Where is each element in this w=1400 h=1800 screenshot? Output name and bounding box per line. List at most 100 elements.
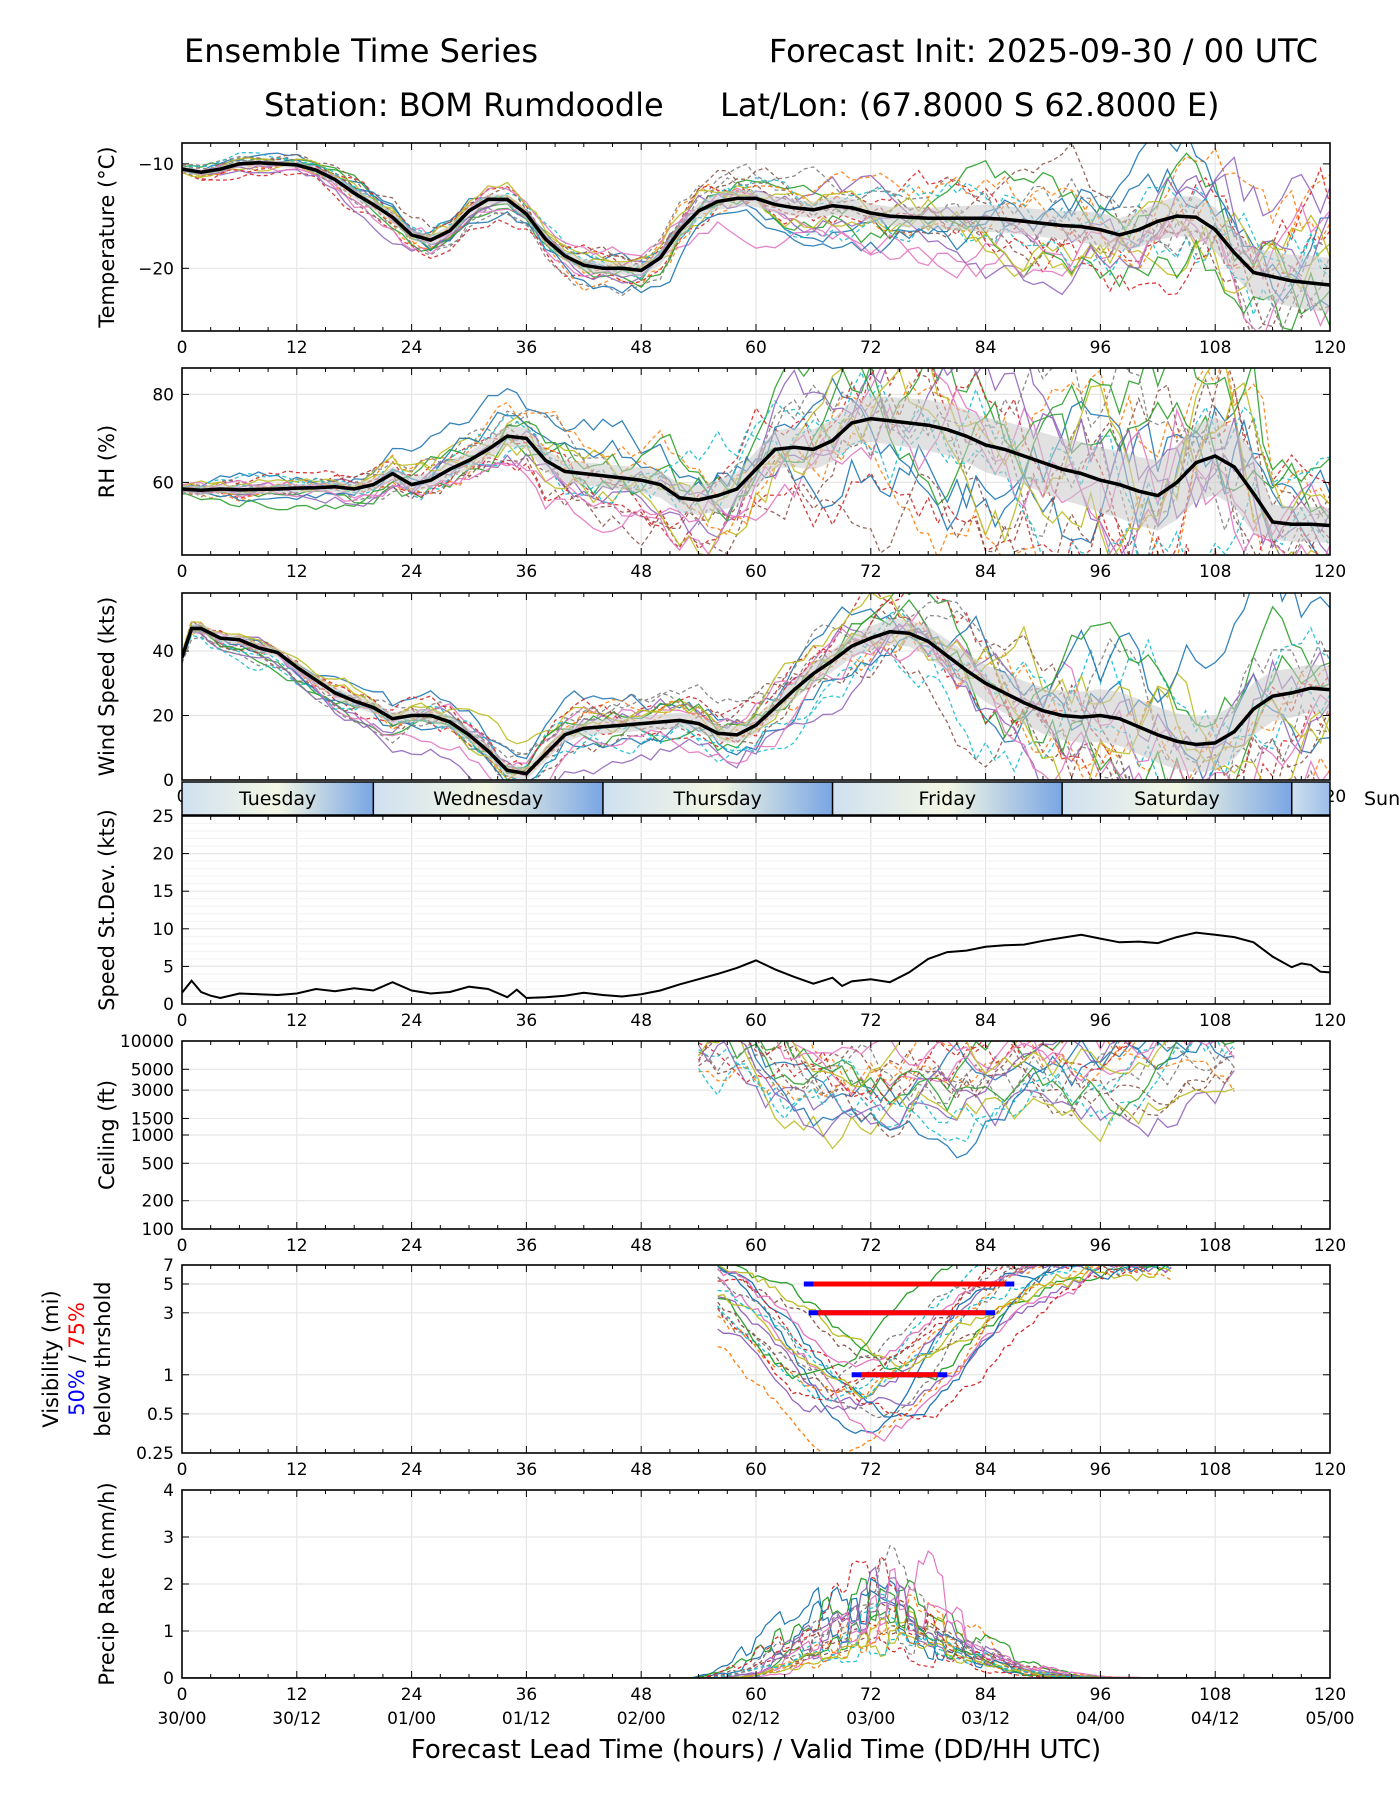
rh-xtick-label: 48 [630, 562, 652, 582]
temperature-member-line [182, 151, 1330, 278]
speed_stdev-xtick-label: 48 [630, 1011, 652, 1031]
wind_speed-spread-band [182, 618, 1330, 780]
latlon-label: Lat/Lon: (67.8000 S 62.8000 E) [720, 86, 1220, 124]
speed_stdev-xtick-label: 12 [286, 1011, 308, 1031]
visibility-xtick-label: 96 [1090, 1460, 1112, 1480]
speed_stdev-ylabel: Speed St.Dev. (kts) [95, 809, 119, 1011]
ceiling-member-line [722, 1041, 1235, 1138]
ceiling-xtick-label: 60 [745, 1236, 767, 1256]
precip_rate-ytick-label: 0 [163, 1669, 174, 1689]
ceiling-member-line [698, 1041, 1235, 1139]
visibility-xtick-label: 120 [1314, 1460, 1346, 1480]
speed_stdev-ytick-label: 5 [163, 957, 174, 977]
visibility-member-line [717, 1265, 1172, 1435]
valid-time-label: 30/12 [272, 1709, 321, 1729]
valid-time-label: 03/00 [846, 1709, 895, 1729]
valid-time-label: 01/00 [387, 1709, 436, 1729]
rh-member-line [182, 368, 1330, 555]
rh-mean-line [182, 416, 1330, 528]
rh-xtick-label: 12 [286, 562, 308, 582]
rh-xtick-label: 72 [860, 562, 882, 582]
rh-xtick-label: 60 [745, 562, 767, 582]
day-label: Friday [919, 788, 977, 810]
ceiling-member-line [698, 1041, 1128, 1106]
precip_rate-member-line [182, 1555, 1330, 1678]
precip_rate-member-line [182, 1586, 1330, 1678]
wind_speed-member-line [182, 593, 1330, 780]
ceiling-xtick-label: 24 [401, 1236, 423, 1256]
visibility-ytick-label: 3 [163, 1304, 174, 1324]
rh-ytick-label: 60 [152, 473, 174, 493]
ceiling-xtick-label: 96 [1090, 1236, 1112, 1256]
rh-xtick-label: 0 [177, 562, 188, 582]
panel-speed_stdev: 0 12 24 36 48 60 72 84 96 108 120 0 5 10 15 20 25 Speed S… [95, 807, 1346, 1031]
wind_speed-mean-line [182, 626, 1330, 776]
wind_speed-ylabel: Wind Speed (kts) [95, 597, 119, 777]
ceiling-ytick-label: 100 [142, 1220, 174, 1240]
panel-rh: 0 12 24 36 48 60 72 84 96 108 120 60 80 RH (%) [95, 367, 1346, 582]
visibility-member-line [717, 1265, 1172, 1393]
precip_rate-xtick-label: 48 [630, 1685, 652, 1705]
ceiling-ytick-label: 200 [142, 1192, 174, 1212]
ceiling-xtick-label: 0 [177, 1236, 188, 1256]
temperature-mean-line [182, 161, 1330, 287]
speed_stdev-xtick-label: 24 [401, 1011, 423, 1031]
precip_rate-xtick-label: 72 [860, 1685, 882, 1705]
rh-member-line [182, 388, 1330, 555]
day-strip-frame [181, 781, 1331, 816]
day-label: Wednesday [433, 788, 543, 810]
visibility-ylabel-pct: 50% / 75% [65, 1302, 89, 1416]
temperature-xtick-label: 60 [745, 338, 767, 358]
visibility-member-line [717, 1265, 1172, 1414]
panel-temperature: 0 12 24 36 48 60 72 84 96 108 120 −10 −20 Temperature… [95, 142, 1346, 358]
ceiling-member-line [698, 1041, 1162, 1130]
visibility-member-line [717, 1265, 1172, 1368]
wind_speed-member-line [182, 621, 1330, 780]
speed_stdev-xtick-label: 36 [516, 1011, 538, 1031]
speed_stdev-ytick-label: 20 [152, 845, 174, 865]
precip_rate-plot-area [182, 1490, 1330, 1678]
ceiling-member-line [698, 1041, 1235, 1105]
day-cell [1062, 782, 1292, 815]
rh-xtick-label: 36 [516, 562, 538, 582]
precip_rate-member-line [182, 1577, 1330, 1678]
visibility-ytick-label: 0.25 [136, 1444, 174, 1464]
day-cell [602, 782, 833, 815]
visibility-member-line [717, 1265, 1172, 1418]
day-label: Tuesday [238, 788, 316, 810]
rh-ylabel: RH (%) [95, 425, 119, 498]
ceiling-member-line [698, 1041, 1204, 1159]
ceiling-ytick-label: 10000 [120, 1032, 174, 1052]
ceiling-ytick-label: 5000 [131, 1060, 174, 1080]
day-cell [832, 782, 1063, 815]
wind_speed-ytick-label: 20 [152, 707, 174, 727]
day-label: Sun [1364, 788, 1400, 810]
ceiling-member-line [698, 1041, 1118, 1138]
visibility-member-line [717, 1265, 1172, 1419]
rh-xtick-label: 108 [1199, 562, 1231, 582]
day-label: Saturday [1134, 788, 1220, 810]
precip_rate-xtick-label: 96 [1090, 1685, 1112, 1705]
ceiling-xtick-label: 48 [630, 1236, 652, 1256]
visibility-member-line [717, 1265, 1172, 1453]
rh-member-line [182, 377, 1330, 555]
speed_stdev-xtick-label: 120 [1314, 1011, 1346, 1031]
rh-xtick-label: 120 [1314, 562, 1346, 582]
visibility-xtick-label: 24 [401, 1460, 423, 1480]
visibility-member-line [717, 1265, 1172, 1396]
panel-wind_speed: 0122436486072849610812002040Wind Speed (… [95, 592, 1346, 807]
title-right: Forecast Init: 2025-09-30 / 00 UTC [768, 32, 1318, 70]
temperature-xtick-label: 72 [860, 338, 882, 358]
visibility-member-line [717, 1265, 1172, 1399]
visibility-ytick-label: 1 [163, 1366, 174, 1386]
valid-time-label: 04/00 [1076, 1709, 1125, 1729]
rh-xtick-label: 24 [401, 562, 423, 582]
valid-time-label: 02/12 [732, 1709, 781, 1729]
precip_rate-member-line [182, 1579, 1330, 1678]
x-axis-label: Forecast Lead Time (hours) / Valid Time … [411, 1735, 1101, 1765]
speed_stdev-series-line [182, 931, 1330, 1000]
day-cell [1291, 782, 1330, 815]
speed_stdev-ytick-label: 0 [163, 995, 174, 1015]
precip_rate-xtick-label: 12 [286, 1685, 308, 1705]
precip_rate-ytick-label: 2 [163, 1575, 174, 1595]
